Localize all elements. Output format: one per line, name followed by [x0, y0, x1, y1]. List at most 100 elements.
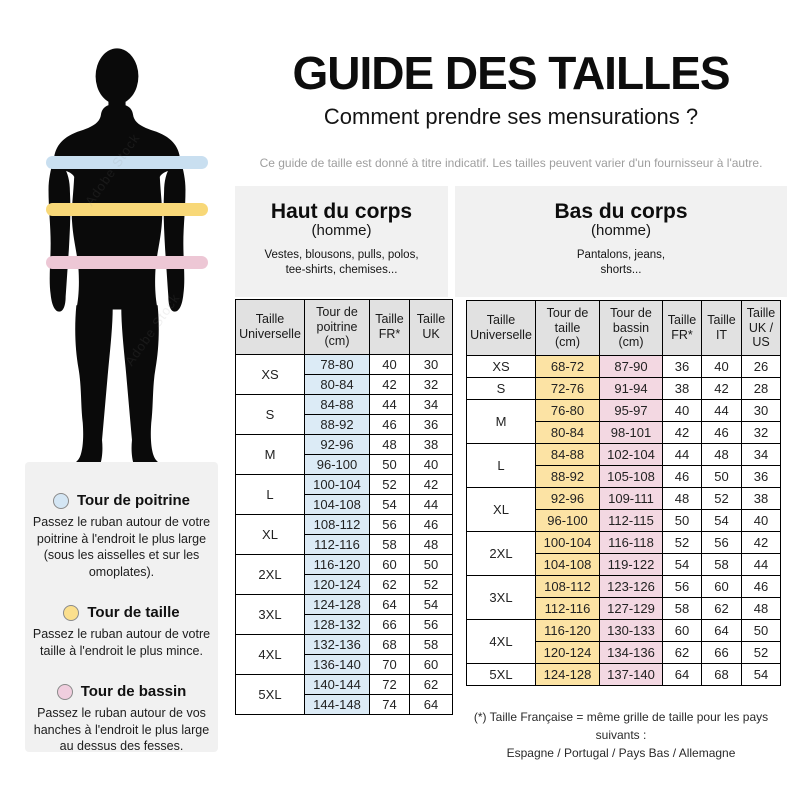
legend-head: Tour de bassin: [31, 683, 212, 700]
table-row: 80-84 98-101 42 46 32: [467, 421, 781, 444]
size-cell: 2XL: [235, 554, 305, 595]
measure-cell: 52: [409, 574, 453, 595]
chest-measure-band: [46, 156, 208, 169]
size-cell: L: [466, 443, 536, 488]
measure-cell: 120-124: [304, 574, 370, 595]
table-row: 120-124 134-136 62 66 52: [467, 641, 781, 664]
measure-cell: 60: [701, 575, 742, 598]
size-cell: XL: [466, 487, 536, 532]
table-row: 2XL 100-104 116-118 52 56 42: [466, 531, 781, 576]
measure-cell: 48: [369, 434, 410, 455]
measure-cell: 52: [741, 641, 781, 664]
table-row: M 76-80 95-97 40 44 30: [466, 399, 781, 444]
section-garments: Pantalons, jeans, shorts...: [576, 248, 666, 276]
table-row: 88-92 46 36: [236, 414, 453, 435]
column-header: Taille FR*: [369, 299, 410, 355]
size-cell: XL: [235, 514, 305, 555]
measure-cell: 112-116: [304, 534, 370, 555]
measure-cell: 116-120: [304, 554, 370, 575]
measure-cell: 40: [409, 454, 453, 475]
measure-cell: 46: [662, 465, 702, 488]
table-row: 5XL 124-128 137-140 64 68 54: [466, 663, 781, 686]
measure-cell: 66: [701, 641, 742, 664]
hip-measure-band: [46, 256, 208, 269]
measure-cell: 68-72: [535, 355, 600, 378]
table-row: S 72-76 91-94 38 42 28: [466, 377, 781, 400]
measure-cell: 26: [741, 355, 781, 378]
table-row: XS 78-80 40 30: [235, 354, 453, 395]
size-cell: 3XL: [235, 594, 305, 635]
measure-cell: 60: [409, 654, 453, 675]
measure-cell: 44: [662, 443, 702, 466]
measure-cell: 54: [662, 553, 702, 576]
table-row: 4XL 132-136 68 58: [235, 634, 453, 675]
measure-cell: 52: [662, 531, 702, 554]
table-row: 112-116 58 48: [236, 534, 453, 555]
measure-cell: 62: [701, 597, 742, 620]
table-row: 2XL 116-120 60 50: [235, 554, 453, 595]
size-cell: L: [235, 474, 305, 515]
measure-cell: 44: [409, 494, 453, 515]
measure-cell: 50: [741, 619, 781, 642]
measure-cell: 100-104: [535, 531, 600, 554]
footnote-line: (*) Taille Française = même grille de ta…: [473, 710, 769, 742]
size-cell: 5XL: [235, 674, 305, 715]
measure-cell: 58: [409, 634, 453, 655]
legend-head: Tour de poitrine: [31, 492, 212, 509]
measure-cell: 96-100: [535, 509, 600, 532]
measure-cell: 130-133: [599, 619, 663, 642]
measure-cell: 144-148: [304, 694, 370, 715]
section-gender: (homme): [311, 222, 372, 239]
measure-cell: 95-97: [599, 399, 663, 422]
measure-cell: 58: [662, 597, 702, 620]
disclaimer-text: Ce guide de taille est donné à titre ind…: [259, 156, 763, 170]
size-cell: 5XL: [466, 663, 536, 686]
measure-cell: 98-101: [599, 421, 663, 444]
table-row: M 92-96 48 38: [235, 434, 453, 475]
measure-cell: 64: [662, 663, 702, 686]
legend-text: Passez le ruban autour de vos hanches à …: [33, 706, 210, 753]
measure-cell: 72-76: [535, 377, 600, 400]
measure-cell: 34: [409, 394, 453, 415]
measure-cell: 112-116: [535, 597, 600, 620]
measure-cell: 54: [701, 509, 742, 532]
measure-cell: 44: [369, 394, 410, 415]
size-cell: M: [235, 434, 305, 475]
measure-cell: 87-90: [599, 355, 663, 378]
size-cell: 4XL: [466, 619, 536, 664]
measure-cell: 56: [662, 575, 702, 598]
lower-body-size-table: Taille Universelle Tour de taille (cm) Tou…: [466, 300, 781, 686]
measure-cell: 36: [741, 465, 781, 488]
measure-cell: 104-108: [535, 553, 600, 576]
measure-cell: 42: [409, 474, 453, 495]
measure-cell: 123-126: [599, 575, 663, 598]
measurement-legend: Tour de poitrine Passez le ruban autour …: [25, 462, 218, 753]
column-header: Taille IT: [701, 300, 742, 356]
waist-measure-band: [46, 203, 208, 216]
page-title: GUIDE DES TAILLES: [292, 47, 730, 99]
column-header: Taille UK: [409, 299, 453, 355]
measure-cell: 50: [701, 465, 742, 488]
size-cell: 4XL: [235, 634, 305, 675]
size-cell: M: [466, 399, 536, 444]
measure-cell: 74: [369, 694, 410, 715]
measure-cell: 76-80: [535, 399, 600, 422]
measure-cell: 54: [369, 494, 410, 515]
section-title: Bas du corps: [554, 200, 688, 223]
legend-text: Passez le ruban autour de votre taille à…: [32, 627, 211, 658]
measure-cell: 80-84: [535, 421, 600, 444]
section-gender: (homme): [590, 222, 651, 239]
measure-cell: 46: [369, 414, 410, 435]
table-row: 4XL 116-120 130-133 60 64 50: [466, 619, 781, 664]
measure-cell: 42: [741, 531, 781, 554]
silhouette-right-arm: [163, 161, 186, 312]
measure-cell: 56: [701, 531, 742, 554]
measure-cell: 134-136: [599, 641, 663, 664]
measure-cell: 132-136: [304, 634, 370, 655]
size-cell: S: [235, 394, 305, 435]
table-row: XS 68-72 87-90 36 40 26: [466, 355, 781, 378]
measure-cell: 54: [741, 663, 781, 686]
measure-cell: 100-104: [304, 474, 370, 495]
measure-cell: 68: [701, 663, 742, 686]
